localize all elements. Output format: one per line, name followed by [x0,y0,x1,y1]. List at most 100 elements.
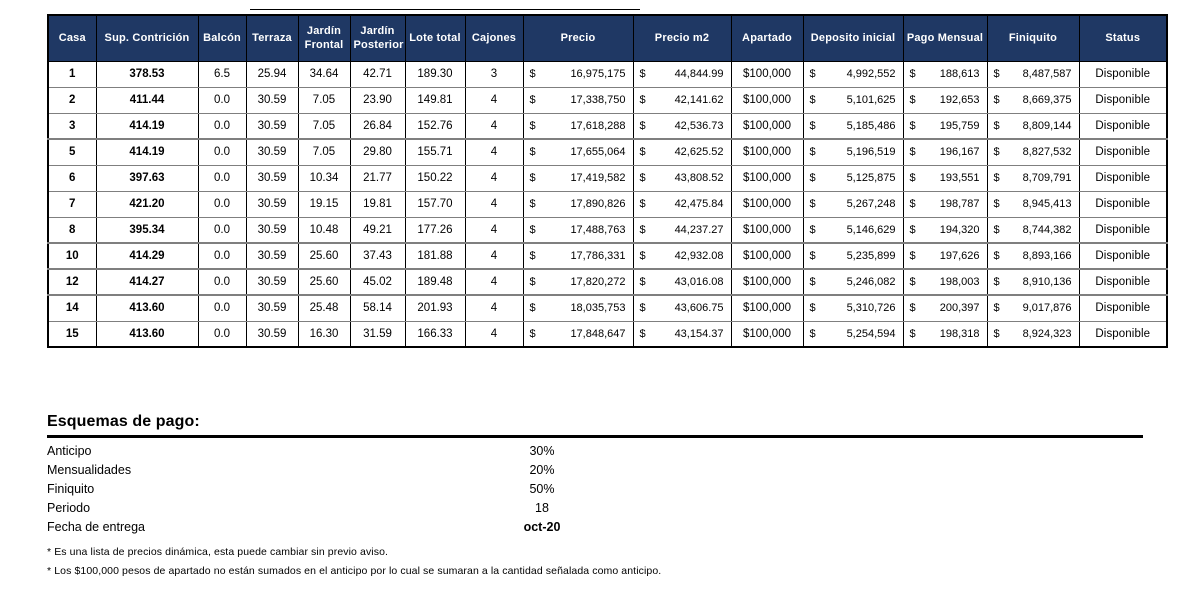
cell-sup-contricion: 413.60 [95,320,199,348]
cell-precio-m2: $42,475.84 [632,190,732,218]
currency-symbol: $ [639,68,646,80]
cell-lote-total: 166.33 [404,320,466,348]
payment-label: Anticipo [47,443,92,458]
cell-pago-mensual: $193,551 [902,164,988,192]
currency-symbol: $ [529,198,536,210]
price-table: Casa Sup. Contrición Balcón Terraza Jardín F… [47,14,1168,348]
payment-value: 30% [529,443,555,458]
cell-apartado: $100,000 [730,164,804,192]
currency-wrap: $43,154.37 [638,328,727,340]
currency-symbol: $ [909,276,916,288]
currency-wrap: $198,003 [908,276,983,288]
currency-wrap: $197,626 [908,250,983,262]
cell-jardin-posterior: 23.90 [349,86,406,114]
currency-symbol: $ [809,223,816,236]
currency-value: 198,787 [939,198,980,210]
cell-precio: $17,786,331 [522,242,634,270]
cell-apartado: $100,000 [730,268,804,296]
currency-value: 5,254,594 [846,327,896,340]
cell-sup-contricion: 378.53 [95,60,199,88]
currency-symbol: $ [809,198,816,210]
cell-cajones: 4 [464,112,524,140]
currency-wrap: $8,910,136 [992,276,1075,288]
cell-cajones: 4 [464,86,524,114]
payment-value: 20% [529,462,555,477]
cell-finiquito: $8,487,587 [986,60,1080,88]
cell-terraza: 30.59 [245,320,299,348]
payment-row: Anticipo 30% [47,441,1143,460]
cell-jardin-posterior: 37.43 [349,242,406,270]
cell-sup-contricion: 414.19 [95,112,199,140]
cell-apartado: $100,000 [730,190,804,218]
payment-label: Fecha de entrega [47,519,145,534]
currency-wrap: $42,932.08 [638,250,727,262]
currency-symbol: $ [909,68,916,80]
cell-precio-m2: $43,808.52 [632,164,732,192]
currency-wrap: $8,945,413 [992,198,1075,210]
payment-row: Mensualidades 20% [47,460,1143,479]
currency-wrap: $196,167 [908,146,983,158]
cell-casa: 2 [47,86,97,114]
currency-symbol: $ [529,146,536,159]
currency-value: 188,613 [939,68,980,80]
payment-row: Periodo 18 [47,498,1143,517]
currency-value: 17,419,582 [570,172,626,184]
cell-casa: 1 [47,60,97,88]
currency-value: 9,017,876 [1022,302,1072,315]
cell-lote-total: 150.22 [404,164,466,192]
currency-wrap: $17,820,272 [528,276,629,288]
currency-symbol: $ [639,119,646,132]
currency-wrap: $17,419,582 [528,172,629,184]
currency-symbol: $ [909,172,916,184]
currency-wrap: $8,827,532 [992,146,1075,158]
currency-symbol: $ [993,250,1000,262]
cell-cajones: 4 [464,216,524,244]
cell-balcon: 6.5 [197,60,247,88]
col-header-balcon: Balcón [197,14,247,62]
currency-wrap: $4,992,552 [808,68,899,80]
currency-wrap: $198,318 [908,328,983,340]
header-row: Casa Sup. Contrición Balcón Terraza Jardín F… [47,14,1168,62]
currency-value: 4,992,552 [846,68,896,80]
currency-value: 44,844.99 [674,68,724,80]
cell-lote-total: 152.76 [404,112,466,140]
cell-jardin-posterior: 42.71 [349,60,406,88]
payment-section: Esquemas de pago: Anticipo 30% Mensualidad… [47,413,1143,582]
currency-value: 8,744,382 [1022,223,1072,236]
currency-wrap: $42,475.84 [638,198,727,210]
price-table-header: Casa Sup. Contrición Balcón Terraza Jardín F… [47,14,1168,62]
currency-wrap: $195,759 [908,120,983,132]
currency-wrap: $200,397 [908,302,983,314]
currency-value: 42,536.73 [674,119,724,132]
cell-pago-mensual: $196,167 [902,138,988,166]
currency-wrap: $44,844.99 [638,68,727,80]
currency-value: 17,890,826 [570,198,626,210]
currency-wrap: $16,975,175 [528,68,629,80]
currency-symbol: $ [909,302,916,315]
payment-notes: * Es una lista de precios dinámica, esta… [47,543,1143,582]
currency-value: 5,246,082 [846,276,896,288]
col-header-finiquito: Finiquito [986,14,1080,62]
currency-symbol: $ [529,94,536,106]
currency-wrap: $18,035,753 [528,302,629,314]
cell-pago-mensual: $194,320 [902,216,988,244]
currency-wrap: $5,254,594 [808,328,899,340]
cell-sup-contricion: 414.29 [95,242,199,270]
currency-symbol: $ [909,327,916,340]
currency-wrap: $8,487,587 [992,68,1075,80]
currency-wrap: $5,246,082 [808,276,899,288]
cell-jardin-posterior: 45.02 [349,268,406,296]
currency-symbol: $ [809,302,816,315]
currency-wrap: $5,125,875 [808,172,899,184]
currency-value: 197,626 [939,250,980,262]
currency-symbol: $ [639,172,646,184]
cell-cajones: 4 [464,268,524,296]
currency-wrap: $8,744,382 [992,224,1075,236]
cell-pago-mensual: $197,626 [902,242,988,270]
currency-symbol: $ [529,68,536,80]
currency-value: 5,125,875 [846,172,896,184]
currency-wrap: $17,786,331 [528,250,629,262]
currency-wrap: $8,809,144 [992,120,1075,132]
cell-apartado: $100,000 [730,112,804,140]
payment-row: Finiquito 50% [47,479,1143,498]
